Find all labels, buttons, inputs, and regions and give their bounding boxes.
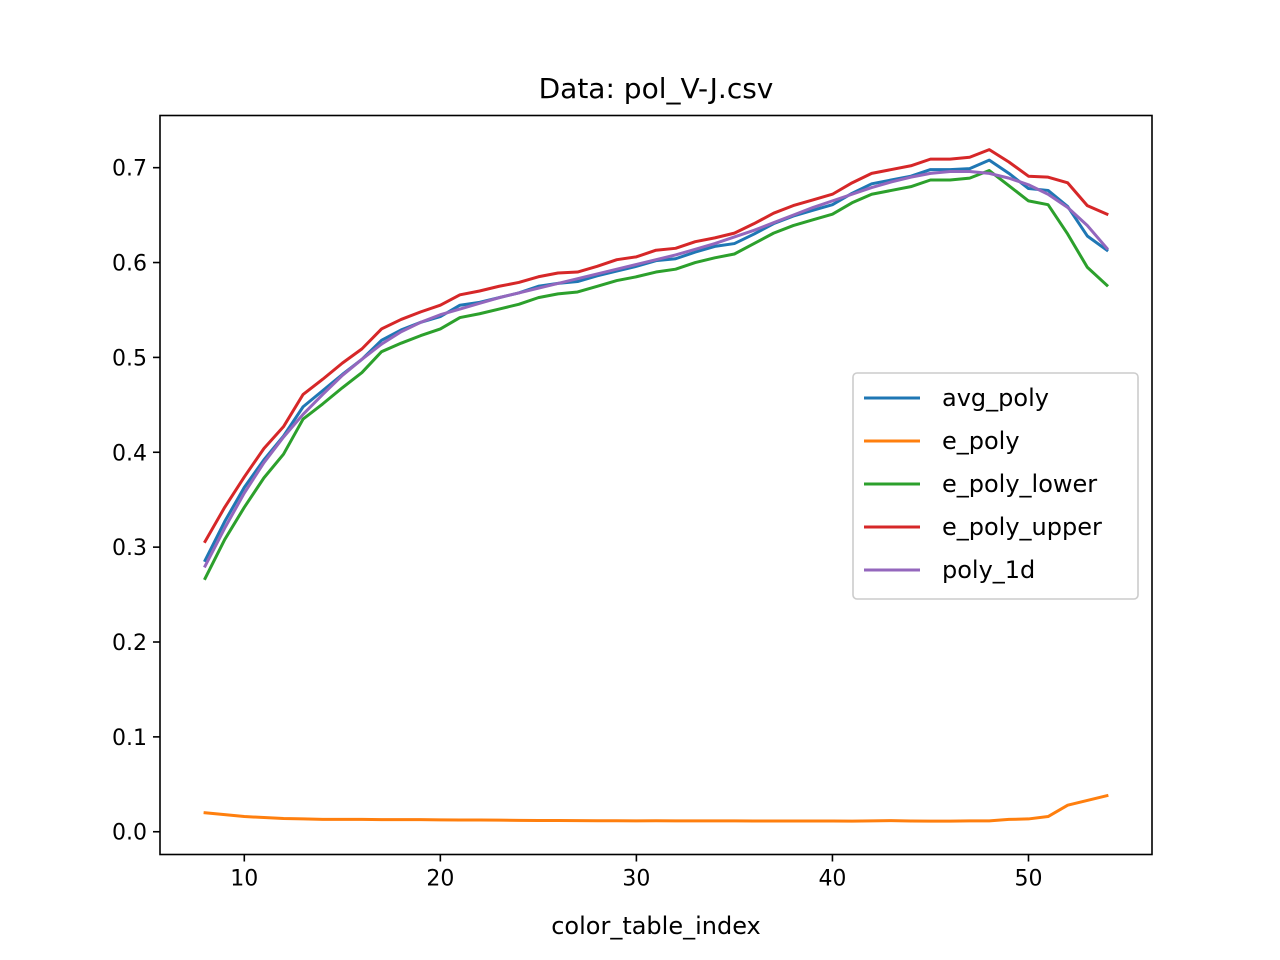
y-tick-label: 0.1 [112,726,147,751]
plot-frame [159,114,1153,856]
legend-label: poly_1d [942,556,1035,584]
x-axis-label: color_table_index [551,912,761,940]
legend-label: e_poly_upper [942,513,1102,541]
x-tick-label: 20 [426,867,454,892]
y-tick-label: 0.7 [112,157,147,182]
y-tick-label: 0.3 [112,536,147,561]
chart-title: Data: pol_V-J.csv [539,72,774,105]
y-axis: 0.0 0.1 0.2 0.3 0.4 0.5 0.6 0.7 [112,157,160,846]
series-line-poly-1d [203,169,1110,569]
series-line-e-poly-lower [203,169,1110,581]
y-tick-label: 0.6 [112,252,147,277]
y-tick-label: 0.5 [112,346,147,371]
legend-box [852,372,1139,600]
y-tick-label: 0.2 [112,631,147,656]
legend: avg_poly e_poly e_poly_lower e_poly_upperpo… [852,372,1139,600]
series-layer [203,148,1110,823]
x-tick-label: 40 [818,867,846,892]
series-line-e-poly [203,793,1109,823]
legend-label: avg_poly [942,384,1049,412]
y-tick-label: 0.0 [112,821,147,846]
x-axis: 10 20 30 40 50 [230,854,1042,892]
x-tick-label: 50 [1014,867,1042,892]
series-line-e-poly-upper [203,148,1109,544]
x-tick-label: 30 [622,867,650,892]
x-tick-label: 10 [230,867,258,892]
legend-label: e_poly [942,427,1020,455]
legend-label: e_poly_lower [942,470,1097,498]
y-tick-label: 0.4 [112,441,147,466]
